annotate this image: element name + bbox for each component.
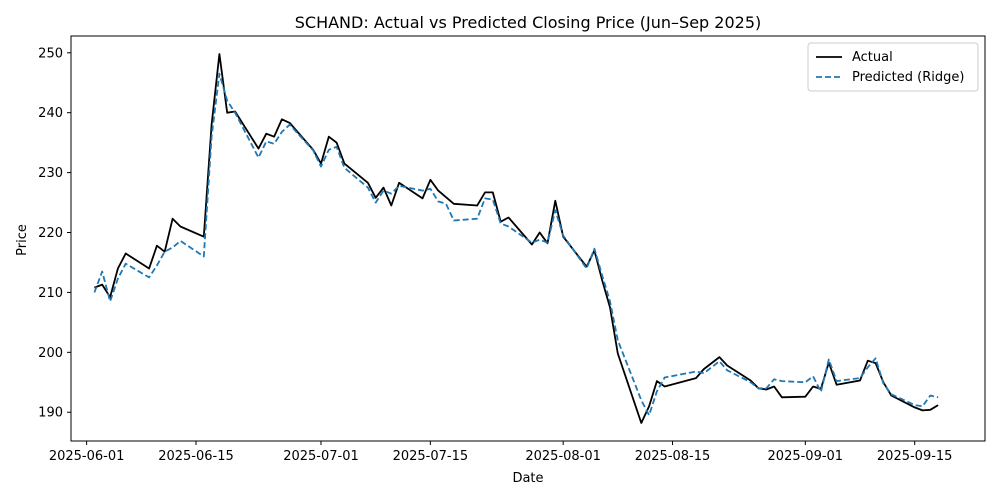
y-tick-label: 190 [38,406,63,421]
y-tick-label: 250 [38,46,63,61]
y-tick-label: 240 [38,106,63,121]
x-tick-label: 2025-06-01 [49,449,125,464]
x-axis-label: Date [512,471,543,486]
x-tick-label: 2025-09-15 [877,449,953,464]
y-tick-label: 210 [38,286,63,301]
plot-area-frame [70,35,986,442]
legend-frame [807,42,979,92]
legend: Actual Predicted (Ridge) [807,42,979,92]
y-tick-label: 230 [38,166,63,181]
chart-title: SCHAND: Actual vs Predicted Closing Pric… [295,13,762,32]
series-line-actual [94,53,939,424]
x-tick-label: 2025-07-15 [393,449,469,464]
x-tick-label: 2025-08-15 [635,449,711,464]
y-tick-label: 220 [38,226,63,241]
legend-label-predicted: Predicted (Ridge) [852,70,964,85]
y-axis-label: Price [15,224,30,256]
x-axis: 2025-06-01 2025-06-15 2025-07-01 2025-07-15… [49,441,953,464]
series-layer [93,53,939,424]
x-tick-label: 2025-07-01 [283,449,359,464]
y-axis: 190 200 210 220 230 240 250 [38,46,71,421]
x-tick-label: 2025-06-15 [158,449,234,464]
x-tick-label: 2025-09-01 [768,449,844,464]
legend-label-actual: Actual [852,50,893,65]
y-tick-label: 200 [38,346,63,361]
x-tick-label: 2025-08-01 [525,449,601,464]
series-line-predicted [93,72,939,417]
